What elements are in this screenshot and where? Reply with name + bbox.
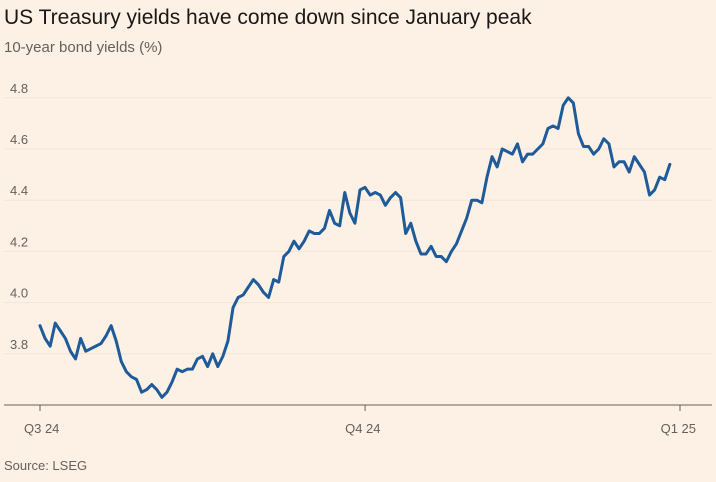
chart-title: US Treasury yields have come down since … bbox=[4, 6, 532, 29]
y-axis: 3.8 4.0 4.2 4.4 4.6 4.8 bbox=[10, 81, 28, 352]
x-tick-label: Q4 24 bbox=[345, 421, 380, 436]
y-tick-label: 4.0 bbox=[10, 286, 28, 301]
series-group bbox=[38, 96, 672, 399]
grid-lines bbox=[4, 97, 712, 355]
y-tick-label: 4.6 bbox=[10, 132, 28, 147]
chart-source: Source: LSEG bbox=[4, 458, 88, 473]
y-tick-label: 4.4 bbox=[10, 183, 28, 198]
y-tick-label: 4.8 bbox=[10, 81, 28, 96]
x-axis: Q3 24 Q4 24 Q1 25 bbox=[4, 404, 712, 436]
x-tick-label: Q3 24 bbox=[24, 421, 59, 436]
y-tick-label: 3.8 bbox=[10, 337, 28, 352]
x-tick-label: Q1 25 bbox=[661, 421, 696, 436]
series-line-10y-yield bbox=[38, 96, 672, 399]
y-tick-label: 4.2 bbox=[10, 234, 28, 249]
chart-subtitle: 10-year bond yields (%) bbox=[4, 39, 163, 56]
